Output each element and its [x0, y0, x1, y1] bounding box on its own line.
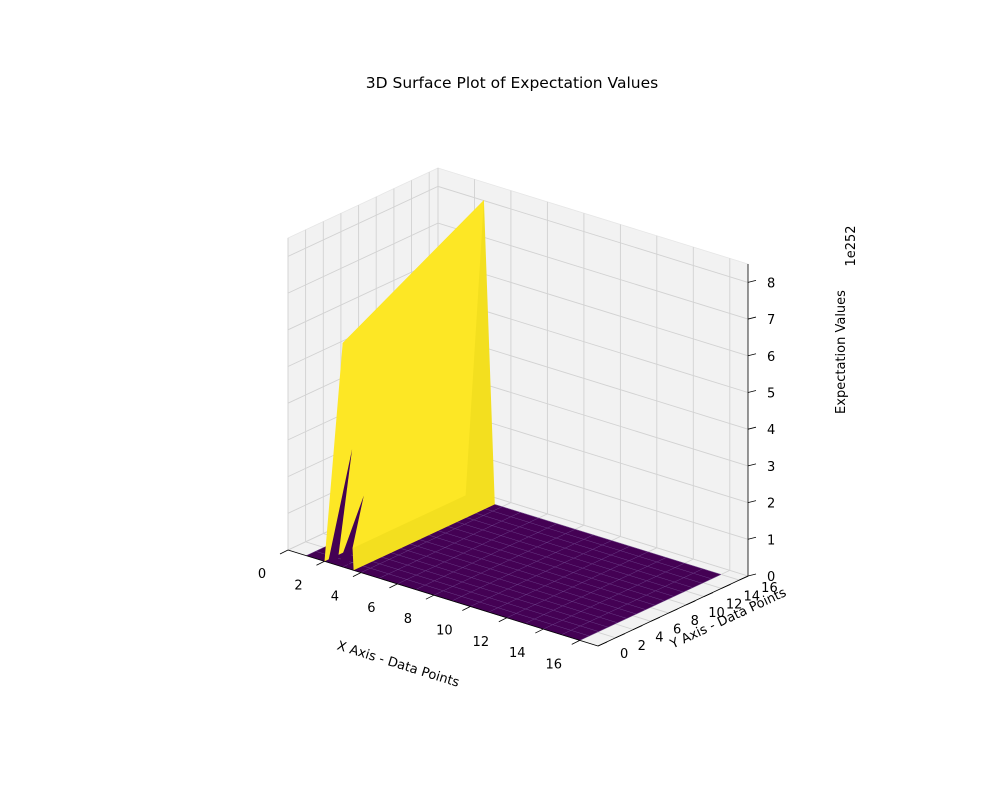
- surface-mesh-line: [415, 523, 557, 590]
- x-tick: [462, 606, 471, 611]
- x-tick: [535, 628, 544, 634]
- surface-mesh-line: [488, 546, 630, 613]
- surface-mesh-line: [470, 540, 612, 607]
- surface-mesh-line: [506, 551, 649, 618]
- surface-mesh-line: [360, 506, 503, 573]
- y-tick-label: 8: [691, 614, 699, 629]
- y-tick: [739, 575, 749, 581]
- ridge-front-face: [324, 200, 484, 562]
- x-tick: [389, 583, 398, 589]
- z-axis: 0 1 2 3 4 5 6 7 8: [747, 264, 775, 585]
- x-tick: [425, 594, 435, 600]
- x-tick: [316, 560, 325, 566]
- y-tick: [668, 608, 678, 614]
- surface-mesh-line: [452, 534, 594, 602]
- x-tick-label: 6: [367, 601, 375, 616]
- z-tick: [747, 536, 757, 540]
- x-tick-label: 16: [545, 657, 562, 672]
- y-tick-label: 0: [620, 647, 628, 662]
- surface-mesh-line: [397, 517, 539, 585]
- y-tick-label: 4: [655, 631, 663, 646]
- y-tick: [686, 600, 696, 606]
- z-tick-label: 7: [767, 313, 775, 328]
- x-axis-line: [287, 549, 599, 647]
- z-tick: [747, 500, 757, 503]
- z-tick: [747, 279, 757, 283]
- z-tick: [747, 573, 757, 577]
- x-tick: [352, 572, 362, 577]
- z-grid-line: [287, 185, 749, 283]
- y-tick: [650, 616, 661, 622]
- surface-mesh-line: [379, 512, 521, 579]
- surface-mesh: [306, 200, 722, 641]
- z-tick-label: 2: [767, 497, 775, 512]
- ridge-notch: [339, 495, 364, 565]
- y-tick: [633, 625, 643, 630]
- y-tick-label: 6: [673, 622, 681, 637]
- y-tick: [597, 641, 608, 647]
- z-tick: [747, 390, 757, 393]
- surface-mesh-line: [524, 557, 667, 624]
- z-tick-label: 4: [767, 423, 775, 438]
- z-tick: [747, 463, 757, 467]
- y-tick: [703, 592, 714, 597]
- y-tick-label: 2: [638, 639, 646, 654]
- z-tick-label: 0: [767, 570, 775, 585]
- x-tick: [498, 617, 508, 623]
- x-tick-label: 2: [294, 578, 302, 593]
- y-tick-label: 12: [726, 598, 743, 613]
- z-tick: [747, 353, 757, 357]
- y-tick: [615, 633, 625, 639]
- surface-mesh-line: [579, 574, 722, 641]
- z-axis-offset-label: 1e252: [844, 225, 859, 266]
- x-tick-label: 10: [436, 623, 453, 638]
- surface-mesh-line: [561, 568, 703, 635]
- surface-mesh-line: [543, 562, 685, 630]
- z-tick: [747, 316, 757, 320]
- x-tick: [279, 549, 289, 555]
- chart-title: 3D Surface Plot of Expectation Values: [366, 74, 658, 92]
- x-axis: 0 2 4 6 8 10 12 14 16: [258, 549, 599, 672]
- z-tick-label: 8: [767, 276, 775, 291]
- z-grid-line: [287, 222, 749, 320]
- z-tick-label: 5: [767, 386, 775, 401]
- x-tick-label: 14: [509, 646, 526, 661]
- z-tick-label: 6: [767, 350, 775, 365]
- z-tick-label: 1: [767, 533, 775, 548]
- y-tick-label: 16: [761, 581, 778, 596]
- z-tick: [747, 426, 757, 430]
- y-tick-label: 14: [744, 589, 761, 604]
- x-tick-label: 0: [258, 567, 266, 582]
- surface-mesh-line: [433, 529, 576, 596]
- x-tick-label: 4: [331, 590, 339, 605]
- ridge-notch: [328, 449, 353, 566]
- x-tick-label: 8: [404, 612, 412, 627]
- x-axis-label: X Axis - Data Points: [335, 639, 461, 691]
- y-tick: [721, 583, 731, 589]
- z-axis-label: Expectation Values: [834, 290, 849, 414]
- x-tick-label: 12: [473, 635, 490, 650]
- x-tick: [571, 639, 580, 645]
- y-tick-label: 10: [708, 606, 725, 621]
- z-tick-label: 3: [767, 460, 775, 475]
